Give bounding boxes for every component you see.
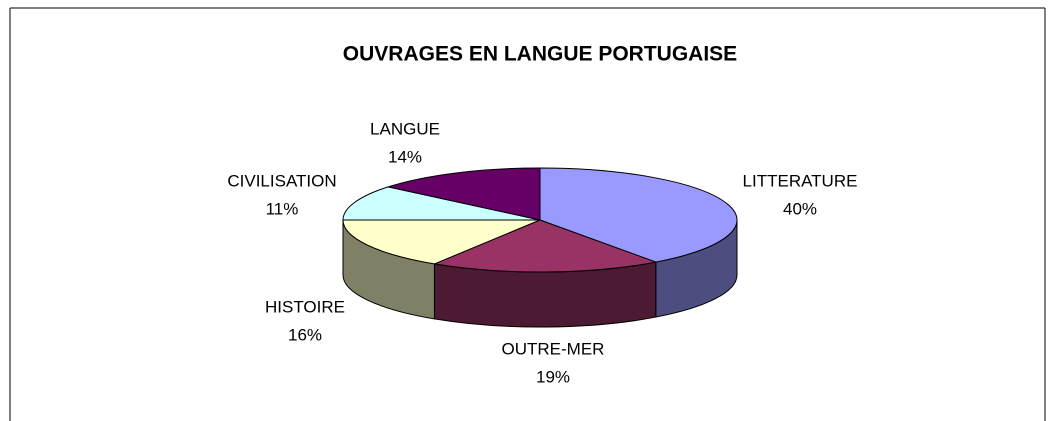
chart-title: OUVRAGES EN LANGUE PORTUGAISE <box>343 43 737 66</box>
slice-label: LITTERATURE <box>743 171 858 190</box>
slice <box>342 219 541 265</box>
slice-label: CIVILISATION <box>227 171 336 190</box>
slice <box>432 219 658 273</box>
slice <box>342 186 541 221</box>
value-label: 19% <box>536 367 570 386</box>
value-label: 40% <box>783 199 817 218</box>
slice <box>539 167 738 263</box>
slice-label: LANGUE <box>370 119 440 138</box>
slice-label: HISTOIRE <box>265 297 345 316</box>
value-label: 16% <box>288 325 322 344</box>
value-label: 11% <box>266 199 299 218</box>
slice <box>386 167 541 221</box>
value-label: 14% <box>388 147 422 166</box>
slice-label: OUTRE-MER <box>502 339 605 358</box>
